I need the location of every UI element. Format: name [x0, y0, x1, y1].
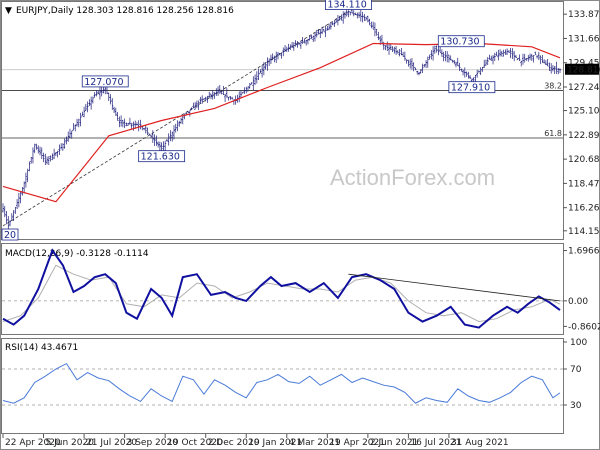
x-tick-label: 21 Jul 2020 — [86, 438, 137, 448]
macd-y-tick-label: 0.00 — [568, 297, 588, 307]
macd-y-tick-label: 1.6966 — [568, 247, 600, 257]
rsi-plot: 100 70 30 — [2, 338, 587, 411]
price-annotation-box — [325, 0, 372, 10]
x-tick-label: 16 Jul 2021 — [410, 438, 461, 448]
price-annotation-box — [437, 35, 485, 48]
x-tick-label: 2 Jun 2021 — [370, 438, 418, 448]
price-annotation-label: 121.630 — [141, 152, 180, 163]
x-tick-label: 4 Mar 2021 — [289, 438, 340, 448]
x-tick-label: 22 Apr 2020 — [5, 438, 61, 448]
price-y-tick-label: 118.470 — [568, 179, 600, 189]
x-tick-label: 19 Apr 2021 — [329, 438, 385, 448]
macd-line — [2, 248, 561, 329]
macd-y-tick-label: -0.8602 — [568, 322, 600, 332]
price-annotation-label: 127.910 — [451, 83, 490, 94]
price-panel-header: EURJPY,Daily 128.303 128.816 128.256 128… — [16, 6, 234, 16]
rsi-panel-frame — [1, 338, 564, 434]
price-annotation-label: 127.070 — [84, 77, 123, 88]
price-y-tick-label: 120.680 — [568, 155, 600, 165]
dropdown-arrow-icon[interactable]: ▼ — [5, 6, 12, 16]
x-tick-label: 3 Sep 2020 — [127, 438, 179, 448]
price-y-tick-label: 133.875 — [568, 10, 600, 20]
price-y-tick-label: 131.665 — [568, 34, 600, 44]
x-tick-label: 19 Oct 2020 — [167, 438, 223, 448]
rsi-line — [2, 362, 561, 404]
macd-panel-header: MACD(12,26,9) -0.3128 -0.1114 — [5, 249, 149, 259]
price-annotation-box — [1, 228, 19, 241]
price-y-tick-label: 122.890 — [568, 131, 600, 141]
price-annotation-label: 20 — [4, 230, 16, 241]
macd-panel-frame — [1, 243, 564, 335]
watermark: ActionForex.com — [330, 165, 495, 190]
rsi-y-tick-label: 100 — [570, 338, 587, 348]
price-annotation-label: 134.110 — [327, 0, 366, 11]
price-y-tick-label: 129.455 — [568, 59, 600, 69]
price-annotation-box — [448, 81, 496, 94]
x-tick-label: 5 Jun 2020 — [46, 438, 95, 448]
rsi-y-tick-label: 70 — [570, 365, 582, 375]
rsi-y-tick-label: 30 — [570, 401, 582, 411]
x-tick-label: 31 Aug 2021 — [451, 438, 509, 448]
rsi-panel-header: RSI(14) 43.4671 — [5, 343, 78, 353]
macd-trendline — [348, 273, 561, 302]
moving-average-line — [2, 42, 561, 203]
support-trendline — [2, 11, 349, 227]
last-price-tag — [565, 63, 599, 75]
macd-plot: 1.6966 0.00 -0.8602 — [2, 247, 600, 332]
price-y-tick-label: 127.245 — [568, 83, 600, 93]
price-plot: 133.875 131.665 129.455 127.245 125.100 122.8… — [1, 0, 600, 241]
price-annotation-label: 130.730 — [440, 37, 479, 48]
price-y-tick-label: 116.260 — [568, 204, 600, 214]
last-price-label: 128.816 — [567, 66, 600, 76]
price-y-tick-label: 125.100 — [568, 107, 600, 117]
x-tick-label: 2 Dec 2020 — [208, 438, 260, 448]
fibonacci-level-label: 38.2 — [544, 82, 562, 91]
price-annotation-box — [81, 75, 129, 88]
price-panel-frame — [1, 1, 564, 240]
price-y-tick-label: 114.155 — [568, 227, 600, 237]
fibonacci-level-label: 61.8 — [544, 129, 562, 138]
price-annotation-box — [138, 150, 186, 163]
x-tick-label: 19 Jan 2021 — [248, 438, 302, 448]
